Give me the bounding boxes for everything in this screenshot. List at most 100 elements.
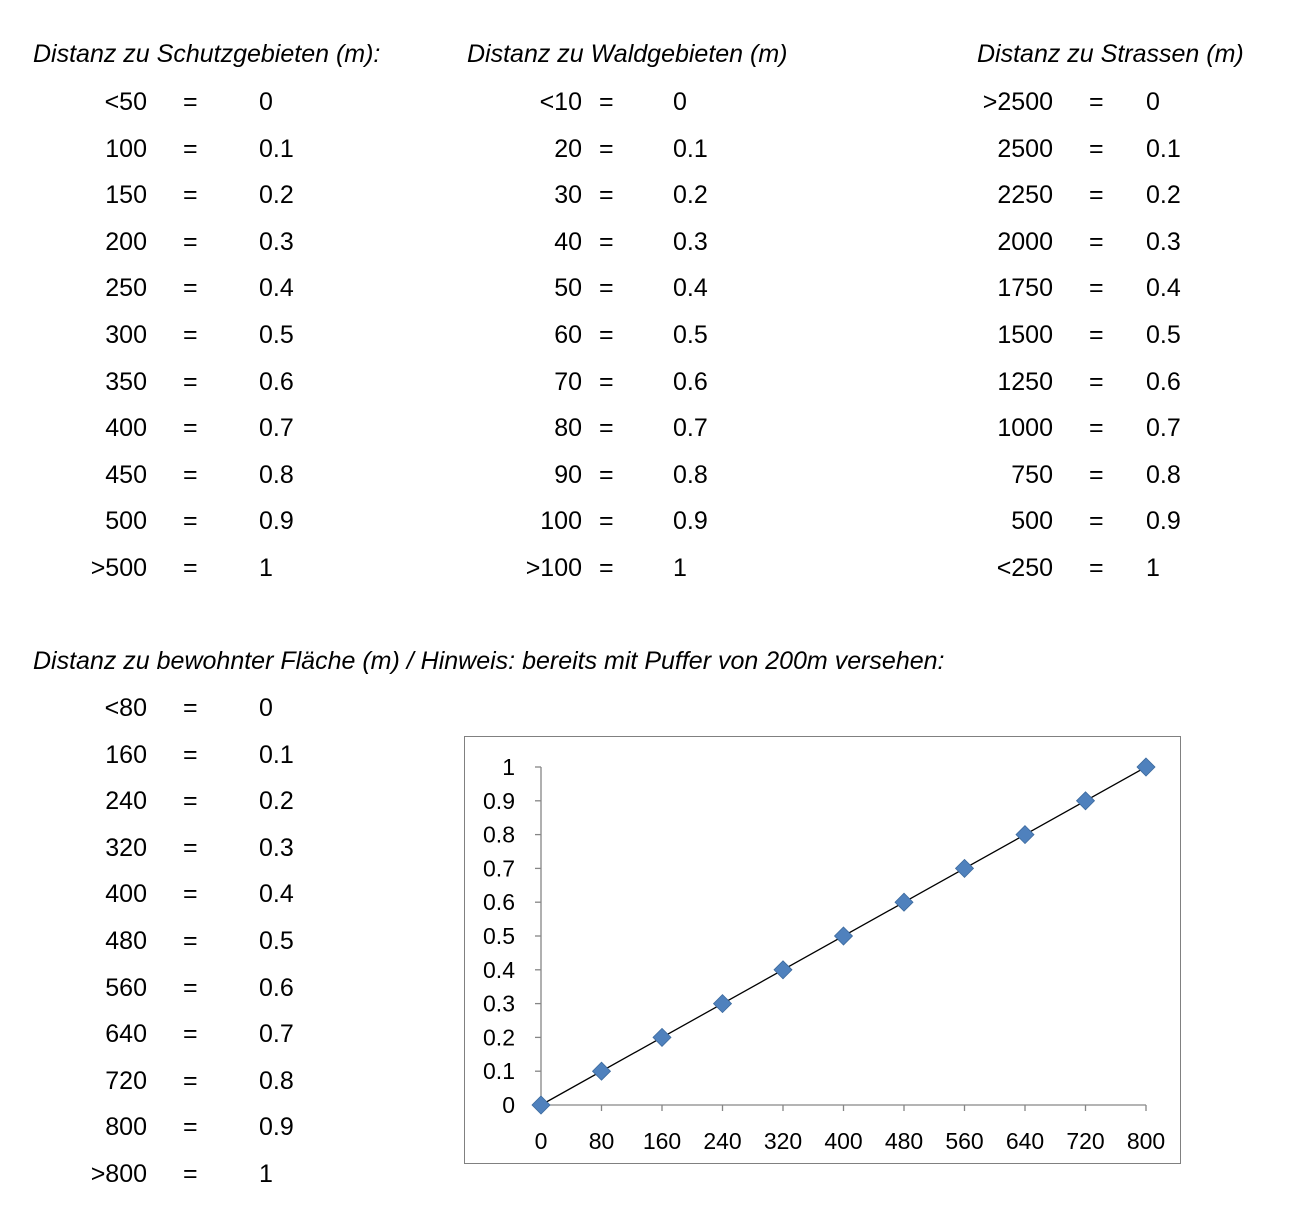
table-row: 50 = 0.4 [0, 274, 1312, 304]
equals-sign: = [183, 460, 198, 489]
score-value: 0.3 [259, 833, 294, 862]
equals-sign: = [1089, 274, 1104, 303]
y-tick-label: 0.4 [483, 957, 515, 983]
distance-value: 560 [105, 973, 147, 1002]
equals-sign: = [599, 134, 614, 163]
distance-value: 80 [554, 414, 582, 443]
distance-value: 1250 [997, 367, 1053, 396]
score-value: 0.9 [1146, 507, 1181, 536]
table-row: 150 = 0.2 [0, 181, 1312, 211]
equals-sign: = [1089, 181, 1104, 210]
table-row: 300 = 0.5 [0, 321, 1312, 351]
data-point-marker [591, 1061, 612, 1081]
score-value: 0.1 [259, 740, 294, 769]
y-tick-label: 0.1 [483, 1058, 515, 1084]
table-row: 1000 = 0.7 [0, 414, 1312, 444]
table-row: <250 = 1 [0, 554, 1312, 584]
score-value: 0.3 [259, 227, 294, 256]
distance-value: 1500 [997, 321, 1053, 349]
equals-sign: = [183, 833, 198, 862]
score-value: 0.6 [673, 367, 708, 396]
x-tick-label: 320 [764, 1128, 802, 1154]
equals-sign: = [183, 321, 198, 349]
chart-svg: 0 0.1 0.2 0.3 0.4 0.5 0.6 0.7 0.8 0.9 1 0 80 160 240 32… [483, 754, 1165, 1154]
distance-value: <250 [996, 554, 1053, 582]
table-row: 100 = 0.1 [0, 135, 1312, 165]
distance-value: 90 [554, 460, 582, 489]
x-tick-label: 240 [703, 1128, 741, 1154]
distance-value: 400 [105, 880, 147, 909]
equals-sign: = [183, 134, 198, 163]
table-row: 60 = 0.5 [0, 321, 1312, 351]
table-row: 450 = 0.8 [0, 461, 1312, 491]
distance-value: 350 [105, 367, 147, 396]
table-row: 1250 = 0.6 [0, 368, 1312, 398]
equals-sign: = [1089, 321, 1104, 349]
score-value: 1 [1146, 554, 1160, 582]
table-row: 20 = 0.1 [0, 135, 1312, 165]
score-value: 0 [1146, 88, 1160, 116]
data-point-marker [894, 892, 914, 912]
distance-value: 2500 [997, 134, 1053, 163]
table-row: 90 = 0.8 [0, 461, 1312, 491]
table-row: 240 = 0.2 [0, 787, 1312, 817]
equals-sign: = [183, 414, 198, 443]
table-row: >500 = 1 [0, 554, 1312, 584]
y-tick-label: 0.5 [483, 923, 515, 949]
score-value: 0.3 [673, 227, 708, 256]
distance-value: <80 [104, 694, 147, 722]
equals-sign: = [183, 1160, 198, 1188]
score-value: 1 [259, 554, 273, 582]
table-row: 250 = 0.4 [0, 274, 1312, 304]
equals-sign: = [599, 88, 614, 116]
distance-value: 240 [105, 787, 147, 816]
y-tick-label: 0.8 [483, 822, 515, 848]
score-value: 0.1 [1146, 134, 1181, 163]
score-value: 0.8 [673, 460, 708, 489]
equals-sign: = [599, 274, 614, 303]
score-value: 0 [259, 88, 273, 116]
table-row: 1500 = 0.5 [0, 321, 1312, 351]
distance-value: 30 [554, 181, 582, 210]
heading-schutzgebiete: Distanz zu Schutzgebieten (m): [33, 40, 381, 68]
table-row: <80 = 0 [0, 694, 1312, 724]
data-point-marker [954, 858, 975, 878]
table-row: 70 = 0.6 [0, 368, 1312, 398]
score-value: 0.4 [673, 274, 708, 303]
y-tick-label: 0.6 [483, 889, 515, 915]
table-row: 750 = 0.8 [0, 461, 1312, 491]
distance-value: >500 [90, 554, 147, 582]
distance-value: >800 [90, 1160, 147, 1188]
table-row: 800 = 0.9 [0, 1113, 1312, 1143]
equals-sign: = [599, 460, 614, 489]
table-row: 80 = 0.7 [0, 414, 1312, 444]
table-row: 560 = 0.6 [0, 974, 1312, 1004]
y-tick-label: 0.2 [483, 1024, 515, 1050]
score-value: 0.5 [1146, 321, 1181, 349]
equals-sign: = [599, 321, 614, 349]
data-point-marker [712, 994, 733, 1014]
score-value: 0.8 [259, 1066, 294, 1095]
score-value: 0.4 [259, 274, 294, 303]
table-row: 720 = 0.8 [0, 1067, 1312, 1097]
equals-sign: = [183, 694, 198, 722]
distance-value: 100 [540, 507, 582, 536]
equals-sign: = [183, 973, 198, 1002]
x-tick-label: 800 [1127, 1128, 1165, 1154]
distance-value: >100 [525, 554, 582, 582]
distance-value: 2000 [997, 227, 1053, 256]
equals-sign: = [599, 181, 614, 210]
equals-sign: = [599, 367, 614, 396]
x-tick-label: 720 [1066, 1128, 1104, 1154]
table-row: >2500 = 0 [0, 88, 1312, 118]
x-tick-label: 160 [643, 1128, 681, 1154]
distance-value: >2500 [982, 88, 1053, 116]
score-value: 0.2 [1146, 181, 1181, 210]
distance-value: 500 [105, 507, 147, 536]
equals-sign: = [183, 554, 198, 582]
table-row: 640 = 0.7 [0, 1020, 1312, 1050]
y-tick-label: 1 [502, 754, 515, 780]
score-value: 0.5 [259, 927, 294, 955]
equals-sign: = [1089, 367, 1104, 396]
equals-sign: = [183, 1066, 198, 1095]
